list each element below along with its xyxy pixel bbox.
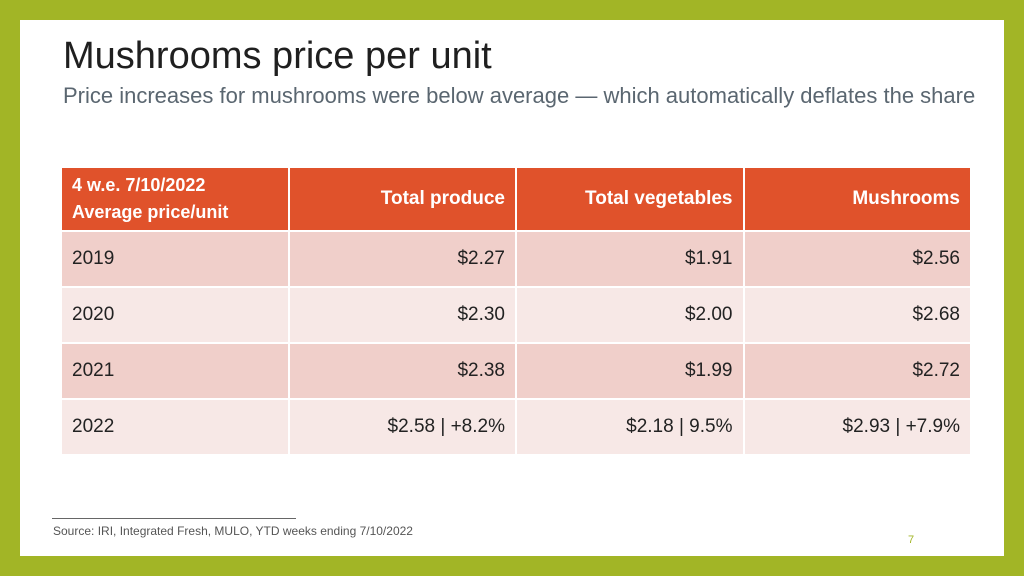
page-number: 7 (908, 534, 915, 546)
table-row: 2020 $2.30 $2.00 $2.68 (60, 286, 972, 344)
row-year: 2019 (60, 230, 290, 288)
slide-title: Mushrooms price per unit (63, 35, 492, 77)
cell-total-vegetables: $2.18 | 9.5% (515, 398, 745, 456)
cell-total-produce: $2.38 (287, 342, 517, 400)
table-row: 2019 $2.27 $1.91 $2.56 (60, 230, 972, 288)
header-period: 4 w.e. 7/10/2022 Average price/unit (60, 166, 290, 232)
cell-total-vegetables: $1.91 (515, 230, 745, 288)
header-period-line1: 4 w.e. 7/10/2022 (72, 175, 206, 195)
footnote-divider (52, 518, 296, 519)
row-year: 2022 (60, 398, 290, 456)
source-note: Source: IRI, Integrated Fresh, MULO, YTD… (53, 524, 413, 538)
cell-mushrooms: $2.93 | +7.9% (742, 398, 972, 456)
cell-total-vegetables: $2.00 (515, 286, 745, 344)
cell-mushrooms: $2.72 (742, 342, 972, 400)
cell-total-produce: $2.30 (287, 286, 517, 344)
table-header-row: 4 w.e. 7/10/2022 Average price/unit Tota… (60, 166, 972, 232)
header-total-produce: Total produce (287, 166, 517, 232)
table-row: 2022 $2.58 | +8.2% $2.18 | 9.5% $2.93 | … (60, 398, 972, 456)
cell-total-produce: $2.58 | +8.2% (287, 398, 517, 456)
cell-total-vegetables: $1.99 (515, 342, 745, 400)
slide: Mushrooms price per unit Price increases… (20, 20, 1004, 556)
header-total-vegetables: Total vegetables (515, 166, 745, 232)
cell-mushrooms: $2.68 (742, 286, 972, 344)
cell-mushrooms: $2.56 (742, 230, 972, 288)
header-period-line2: Average price/unit (72, 202, 229, 222)
row-year: 2020 (60, 286, 290, 344)
row-year: 2021 (60, 342, 290, 400)
table-row: 2021 $2.38 $1.99 $2.72 (60, 342, 972, 400)
price-table: 4 w.e. 7/10/2022 Average price/unit Tota… (60, 166, 972, 456)
slide-subtitle: Price increases for mushrooms were below… (63, 83, 976, 108)
header-mushrooms: Mushrooms (742, 166, 972, 232)
cell-total-produce: $2.27 (287, 230, 517, 288)
